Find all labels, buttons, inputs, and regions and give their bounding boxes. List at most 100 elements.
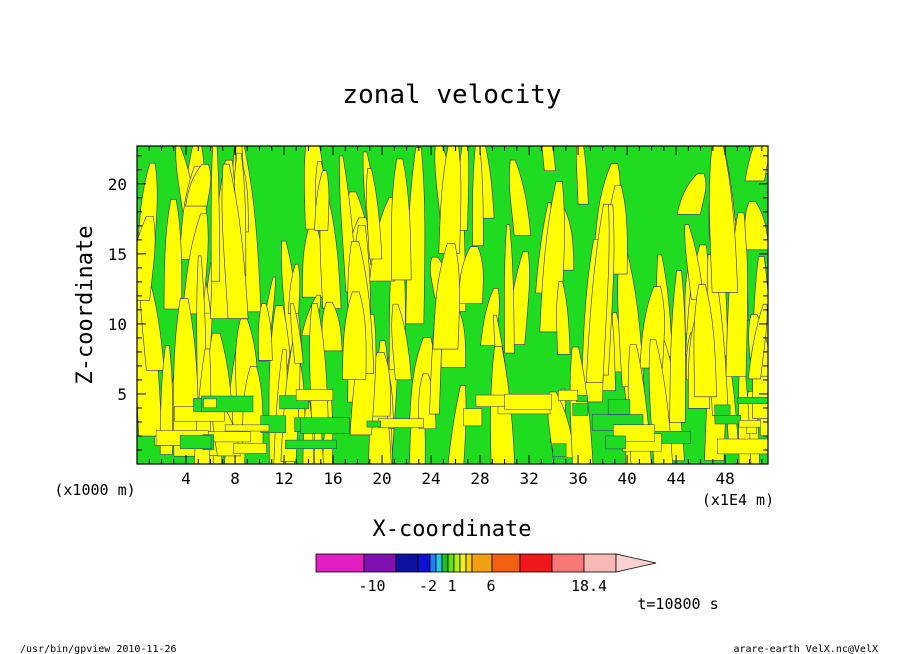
x-tick-label: 44 [666,469,685,488]
y-tick-label: 10 [108,315,127,334]
y-tick-label: 5 [117,385,127,404]
band-patch [717,438,768,455]
x-tick-label: 36 [568,469,587,488]
yellow-streak [709,146,738,293]
x-axis-ticks: 4 8 12 16 20 24 28 32 36 40 44 48 [148,146,763,488]
colorbar-swatch [459,553,467,573]
x-tick-label: 48 [715,469,734,488]
yellow-streak [541,146,556,172]
chart-title: zonal velocity [342,80,561,110]
colorbar-swatch [583,553,617,573]
yellow-streak [342,291,367,380]
colorbar-swatch [315,553,365,573]
band-patch [300,417,350,434]
band-patch [233,443,267,454]
yellow-streak [472,146,484,247]
x-axis-label: X-coordinate [373,517,532,542]
band-patch [576,395,588,403]
yellow-streak [391,158,412,281]
x-tick-label: 8 [230,469,240,488]
colorbar-label: -2 [419,577,437,595]
footer-source: arare-earth_VelX.nc@VelX [734,644,879,654]
plot-frame [136,145,769,465]
band-patch [605,435,626,450]
x-axis-units: (x1E4 m) [702,491,774,509]
yellow-streak [747,303,768,380]
colorbar-label: 18.4 [571,577,607,595]
colorbar-swatch [435,553,443,573]
band-patch [203,398,217,409]
band-patch [377,418,424,428]
yellow-streak [576,146,589,205]
yellow-streak [290,303,304,364]
yellow-streak [725,212,748,377]
colorbar-swatch [447,553,455,573]
x-tick-label: 4 [181,469,191,488]
colorbar-swatch [429,553,437,573]
yellow-streak [447,385,467,464]
band-patch [558,389,578,401]
band-patch [607,399,631,415]
x-tick-label: 24 [421,469,440,488]
yellow-streak [258,303,273,361]
yellow-streak [432,243,460,350]
colorbar-label: 6 [486,577,495,595]
band-patch [179,435,212,449]
band-patch [572,403,589,416]
colorbar-label: -10 [358,577,385,595]
yellow-streak [438,146,462,254]
yellow-streak [288,263,301,314]
yellow-streak [210,146,221,282]
yellow-streak [693,284,717,398]
band-patch [760,418,768,437]
colorbar-swatch [441,553,449,573]
yellow-streak [585,204,610,383]
time-label: t=10800 s [637,595,718,613]
colorbar-swatch [465,553,473,573]
colorbar-swatch [453,553,461,573]
band-patch [285,439,337,449]
band-patch [224,424,270,432]
x-tick-label: 32 [519,469,538,488]
x-tick-label: 28 [470,469,489,488]
yellow-streak [163,199,182,310]
colorbar-swatch [519,553,553,573]
yellow-streak [676,173,707,215]
band-patch [295,389,334,401]
yellow-streak [366,168,383,260]
colorbar [315,553,657,573]
yellow-streak [221,163,249,319]
band-patch [366,420,382,428]
x-tick-label: 20 [372,469,391,488]
band-patch [714,415,741,425]
yellow-streaks [137,146,768,464]
yellow-streak [314,170,330,231]
colorbar-label: 1 [447,577,456,595]
yellow-streak [185,163,212,207]
y-axis-ticks: 5 10 15 20 [108,155,768,451]
colorbar-arrow [615,553,657,573]
y-tick-label: 15 [108,245,127,264]
yellow-streak [508,159,532,236]
colorbar-swatch [471,553,493,573]
yellow-streak [457,246,484,304]
yellow-streak [639,286,665,369]
band-patch [504,393,552,411]
band-patch [552,443,567,457]
band-patch [463,408,483,427]
footer-program: /usr/bin/gpview 2010-11-26 [20,644,177,654]
velocity-field [137,146,768,464]
x-tick-label: 40 [617,469,636,488]
colorbar-swatch [395,553,419,573]
y-tick-label: 20 [108,175,127,194]
yellow-streak [684,224,705,300]
colorbar-swatch [551,553,585,573]
y-axis-units: (x1000 m) [54,481,135,499]
yellow-streak [556,281,571,355]
yellow-streak [137,216,156,301]
lower-bands [154,389,768,457]
colorbar-swatch [491,553,521,573]
yellow-streak [504,224,515,354]
yellow-streak [391,303,412,381]
